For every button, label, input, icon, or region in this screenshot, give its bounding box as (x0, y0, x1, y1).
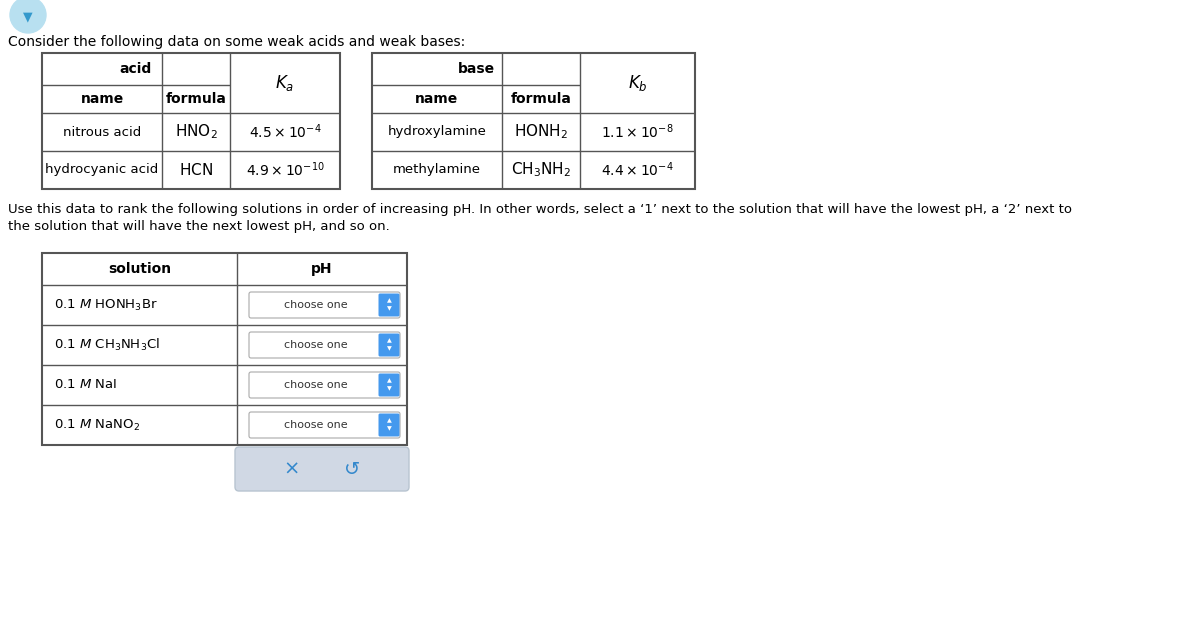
Text: $1.1\times10^{-8}$: $1.1\times10^{-8}$ (601, 123, 673, 142)
Text: choose one: choose one (284, 380, 348, 390)
Text: hydroxylamine: hydroxylamine (388, 125, 486, 138)
Text: $\mathregular{HONH_2}$: $\mathregular{HONH_2}$ (514, 122, 568, 142)
Text: name: name (415, 92, 458, 106)
Text: choose one: choose one (284, 420, 348, 430)
Text: ▲: ▲ (386, 378, 391, 384)
Text: 0.1 $M$ NaI: 0.1 $M$ NaI (54, 378, 118, 391)
Text: methylamine: methylamine (394, 164, 481, 177)
Text: ▼: ▼ (386, 386, 391, 391)
Text: solution: solution (108, 262, 172, 276)
Text: ▼: ▼ (386, 307, 391, 311)
FancyBboxPatch shape (250, 412, 400, 438)
Text: $K_b$: $K_b$ (628, 73, 647, 93)
Text: ▲: ▲ (386, 418, 391, 423)
Text: choose one: choose one (284, 340, 348, 350)
FancyBboxPatch shape (250, 332, 400, 358)
Text: ↺: ↺ (344, 460, 361, 478)
FancyBboxPatch shape (250, 292, 400, 318)
FancyBboxPatch shape (378, 294, 400, 316)
Text: hydrocyanic acid: hydrocyanic acid (46, 164, 158, 177)
Text: $4.9\times10^{-10}$: $4.9\times10^{-10}$ (246, 161, 324, 179)
FancyBboxPatch shape (378, 413, 400, 436)
Text: ▼: ▼ (386, 347, 391, 352)
Text: ×: × (283, 460, 300, 478)
Text: $4.5\times10^{-4}$: $4.5\times10^{-4}$ (248, 123, 322, 142)
Bar (42, 53, 340, 189)
Text: name: name (80, 92, 124, 106)
Text: Use this data to rank the following solutions in order of increasing pH. In othe: Use this data to rank the following solu… (8, 203, 1072, 216)
Text: 0.1 $M$ HONH$_3$Br: 0.1 $M$ HONH$_3$Br (54, 297, 157, 313)
Text: Consider the following data on some weak acids and weak bases:: Consider the following data on some weak… (8, 35, 466, 49)
Bar (372, 53, 695, 189)
Text: ▼: ▼ (23, 11, 32, 23)
Text: acid: acid (120, 62, 152, 76)
Text: 0.1 $M$ NaNO$_2$: 0.1 $M$ NaNO$_2$ (54, 417, 140, 433)
Text: $\mathregular{HCN}$: $\mathregular{HCN}$ (179, 162, 212, 178)
Text: $K_a$: $K_a$ (275, 73, 295, 93)
Text: ▼: ▼ (386, 426, 391, 431)
Text: nitrous acid: nitrous acid (62, 125, 142, 138)
Text: $\mathregular{CH_3NH_2}$: $\mathregular{CH_3NH_2}$ (511, 161, 571, 179)
Text: $\mathregular{HNO_2}$: $\mathregular{HNO_2}$ (175, 122, 217, 142)
Text: formula: formula (166, 92, 227, 106)
Text: 0.1 $M$ CH$_3$NH$_3$Cl: 0.1 $M$ CH$_3$NH$_3$Cl (54, 337, 160, 353)
Text: ▲: ▲ (386, 339, 391, 344)
Text: ▲: ▲ (386, 298, 391, 303)
Text: the solution that will have the next lowest pH, and so on.: the solution that will have the next low… (8, 220, 390, 233)
FancyBboxPatch shape (378, 334, 400, 357)
Text: base: base (457, 62, 494, 76)
FancyBboxPatch shape (378, 373, 400, 397)
Circle shape (10, 0, 46, 33)
Bar (42, 253, 407, 445)
Text: pH: pH (311, 262, 332, 276)
Text: choose one: choose one (284, 300, 348, 310)
FancyBboxPatch shape (250, 372, 400, 398)
Text: formula: formula (510, 92, 571, 106)
Text: $4.4\times10^{-4}$: $4.4\times10^{-4}$ (601, 161, 673, 179)
FancyBboxPatch shape (235, 447, 409, 491)
